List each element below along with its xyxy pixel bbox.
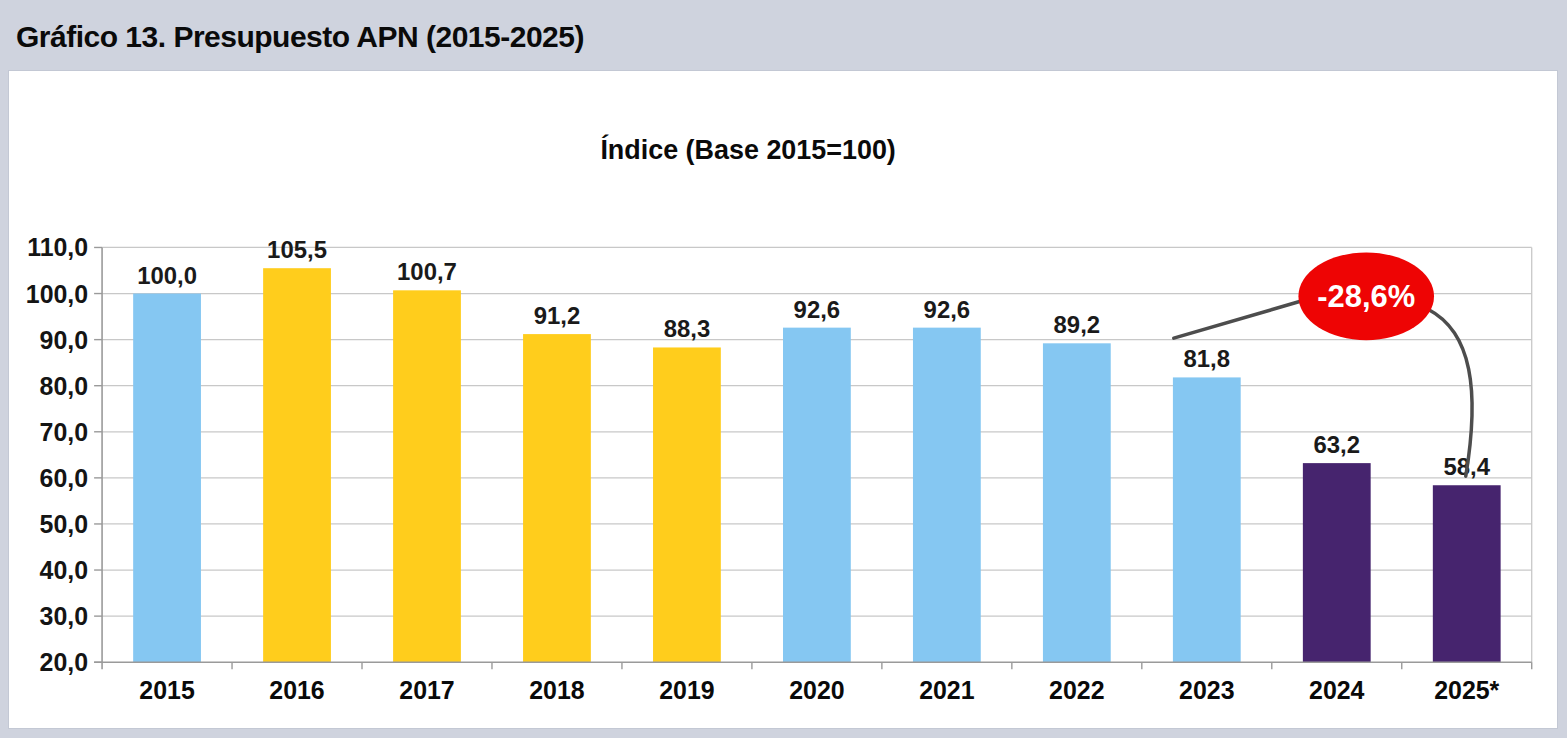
y-tick-label: 90,0	[40, 326, 88, 354]
bar-2021	[913, 328, 981, 663]
value-label-2015: 100,0	[137, 262, 197, 289]
bar-2019	[653, 347, 721, 662]
bar-2022	[1043, 343, 1111, 662]
value-label-2016: 105,5	[267, 236, 327, 263]
value-label-2019: 88,3	[664, 315, 711, 342]
annotation-connector-left	[1174, 301, 1301, 338]
value-label-2020: 92,6	[794, 296, 841, 323]
annotation-label: -28,6%	[1317, 279, 1415, 314]
chart-panel: Índice (Base 2015=100) 100,0 2015 105,5 201…	[8, 70, 1558, 729]
bars	[133, 268, 1500, 662]
y-tick-label: 30,0	[40, 602, 88, 630]
x-tick-label-2017: 2017	[399, 676, 454, 704]
value-label-2022: 89,2	[1054, 311, 1101, 338]
page-title: Gráfico 13. Presupuesto APN (2015-2025)	[16, 20, 584, 54]
x-tick-label-2015: 2015	[139, 676, 195, 704]
y-tick-label: 70,0	[40, 418, 88, 446]
x-tick-label-2022: 2022	[1049, 676, 1104, 704]
value-label-2023: 81,8	[1184, 345, 1231, 372]
x-tick-label-2023: 2023	[1179, 676, 1234, 704]
y-tick-label: 80,0	[40, 372, 88, 400]
bar-2024	[1303, 463, 1371, 662]
x-tick-label-2019: 2019	[659, 676, 714, 704]
bar-2020	[783, 328, 851, 663]
x-tick-label-2016: 2016	[269, 676, 324, 704]
value-label-2024: 63,2	[1314, 431, 1361, 458]
bar-2023	[1173, 377, 1241, 662]
y-tick-label: 60,0	[40, 464, 88, 492]
labels: 100,0 2015 105,5 2016 100,7 2017 91,2 2018 88,3 2…	[26, 233, 1500, 704]
bar-2015	[133, 294, 201, 663]
value-label-2018: 91,2	[534, 302, 581, 329]
y-tick-label: 50,0	[40, 510, 88, 538]
y-tick-label: 40,0	[40, 556, 88, 584]
value-label-2021: 92,6	[924, 296, 971, 323]
annotation-connector-right	[1428, 309, 1472, 476]
bar-2016	[263, 268, 331, 662]
y-tick-label: 100,0	[26, 280, 88, 308]
bar-2018	[523, 334, 591, 662]
chart-title: Índice (Base 2015=100)	[600, 134, 895, 165]
bar-2025*	[1433, 485, 1501, 662]
bar-chart: Índice (Base 2015=100) 100,0 2015 105,5 201…	[9, 71, 1557, 728]
bar-2017	[393, 290, 461, 662]
x-tick-label-2025*: 2025*	[1434, 676, 1499, 704]
x-tick-label-2021: 2021	[919, 676, 975, 704]
x-tick-label-2020: 2020	[789, 676, 844, 704]
value-label-2017: 100,7	[397, 258, 457, 285]
y-tick-label: 20,0	[40, 648, 88, 676]
x-tick-label-2024: 2024	[1309, 676, 1365, 704]
y-tick-label: 110,0	[27, 233, 88, 261]
x-tick-label-2018: 2018	[529, 676, 585, 704]
